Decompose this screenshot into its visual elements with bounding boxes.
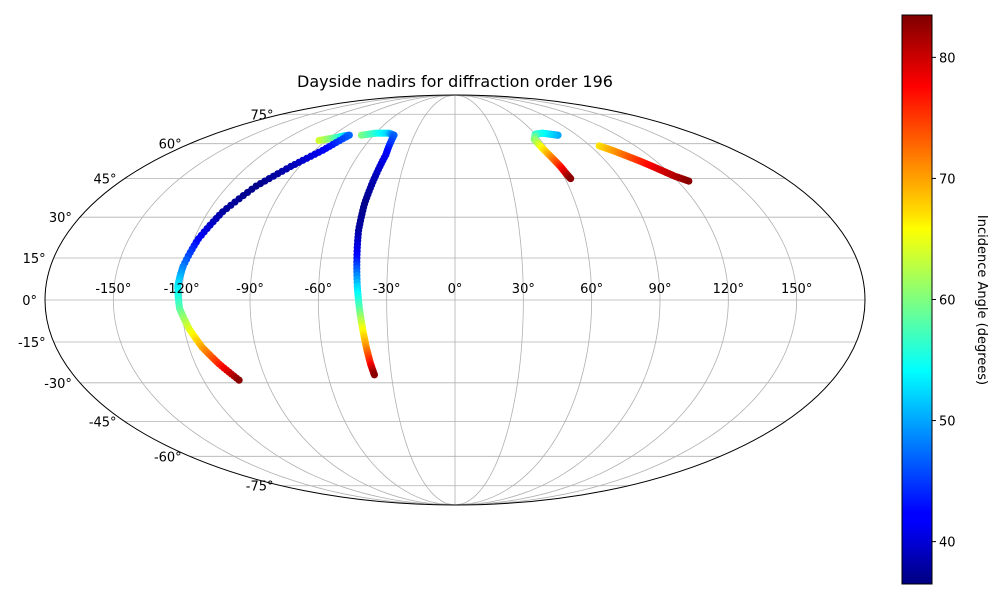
latitude-tick-label: -60° bbox=[154, 450, 182, 465]
longitude-tick-label: 150° bbox=[781, 282, 812, 297]
longitude-tick-label: -90° bbox=[236, 282, 264, 297]
latitude-tick-label: 45° bbox=[94, 173, 117, 188]
colorbar-label: Incidence Angle (degrees) bbox=[974, 215, 989, 385]
latitude-tick-label: 60° bbox=[159, 138, 182, 153]
longitude-tick-label: -30° bbox=[373, 282, 401, 297]
map-grid bbox=[45, 95, 865, 505]
data-point bbox=[567, 175, 575, 183]
latitude-tick-label: 0° bbox=[22, 294, 37, 309]
latitude-tick-label: -45° bbox=[89, 415, 117, 430]
colorbar-tick-label: 60 bbox=[939, 294, 956, 309]
tick-labels: -150° -120° -90° -60° -30° 0° 30° 60° 90° 120° 150… bbox=[18, 108, 812, 494]
scatter-points bbox=[174, 129, 693, 384]
latitude-tick-label: 30° bbox=[49, 211, 72, 226]
longitude-tick-label: 120° bbox=[713, 282, 744, 297]
colorbar-tick-label: 50 bbox=[939, 415, 956, 430]
longitude-tick-label: -60° bbox=[304, 282, 332, 297]
longitude-tick-label: 90° bbox=[648, 282, 671, 297]
colorbar-gradient bbox=[901, 14, 933, 585]
longitude-tick-label: 0° bbox=[448, 282, 463, 297]
colorbar-tick-label: 40 bbox=[939, 536, 956, 551]
data-point bbox=[370, 371, 379, 379]
data-point bbox=[685, 177, 693, 185]
latitude-tick-label: -30° bbox=[44, 377, 72, 392]
latitude-tick-label: 15° bbox=[23, 252, 46, 267]
colorbar: 40 50 60 70 80 Incidence Angle (degrees) bbox=[901, 14, 989, 585]
latitude-tick-label: -15° bbox=[18, 336, 46, 351]
colorbar-ticks: 40 50 60 70 80 bbox=[932, 51, 956, 551]
data-point bbox=[235, 376, 243, 384]
latitude-tick-label: -75° bbox=[246, 480, 274, 495]
chart-title: Dayside nadirs for diffraction order 196 bbox=[297, 72, 613, 91]
colorbar-tick-label: 80 bbox=[939, 51, 956, 66]
colorbar-tick-label: 70 bbox=[939, 172, 956, 187]
longitude-tick-label: 60° bbox=[580, 282, 603, 297]
longitude-tick-label: -120° bbox=[164, 282, 200, 297]
map-boundary bbox=[44, 94, 866, 506]
latitude-tick-label: 75° bbox=[250, 108, 273, 123]
longitude-tick-label: -150° bbox=[95, 282, 131, 297]
longitude-tick-label: 30° bbox=[512, 282, 535, 297]
